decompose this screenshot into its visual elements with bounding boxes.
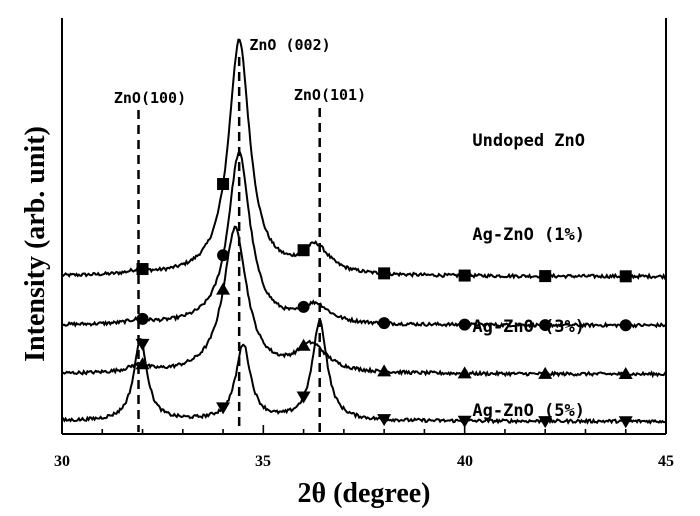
series-line-3	[61, 319, 667, 425]
series-line-0	[61, 38, 667, 281]
marker-triangle-up	[296, 338, 311, 351]
x-tick-label: 45	[658, 453, 674, 470]
peak-label-zno-101: ZnO(101)	[294, 86, 366, 104]
marker-triangle-down	[457, 415, 472, 428]
peak-labels: ZnO(100) ZnO (002) ZnO(101)	[114, 36, 366, 107]
marker-square	[136, 263, 149, 276]
marker-triangle-up	[618, 367, 633, 380]
marker-circle	[619, 319, 632, 332]
x-tick-labels: 30 35 40 45	[54, 453, 674, 470]
series-label-ag3: Ag-ZnO (3%)	[472, 317, 585, 337]
marker-circle	[297, 300, 310, 313]
plot-area	[61, 18, 667, 435]
x-tick-label: 35	[255, 453, 271, 470]
marker-circle	[378, 317, 391, 330]
marker-triangle-down	[216, 402, 231, 415]
marker-square	[217, 178, 230, 191]
series-labels: Undoped ZnO Ag-ZnO (1%) Ag-ZnO (3%) Ag-Z…	[472, 131, 585, 421]
marker-square	[378, 267, 391, 280]
x-axis-title: 2θ (degree)	[297, 478, 430, 509]
marker-square	[539, 270, 552, 283]
series-label-ag5: Ag-ZnO (5%)	[472, 401, 585, 421]
marker-triangle-down	[538, 416, 553, 429]
peak-label-zno-002: ZnO (002)	[249, 36, 330, 54]
series-label-ag1: Ag-ZnO (1%)	[472, 225, 585, 245]
marker-triangle-up	[457, 366, 472, 379]
marker-triangle-down	[618, 416, 633, 429]
series-line-2	[61, 225, 667, 379]
series-label-undoped: Undoped ZnO	[472, 131, 585, 151]
marker-triangle-up	[216, 282, 231, 295]
series-line-1	[61, 149, 667, 329]
marker-triangle-down	[377, 414, 392, 427]
marker-circle	[458, 318, 471, 331]
marker-triangle-up	[377, 364, 392, 377]
marker-square	[619, 270, 632, 283]
marker-triangle-down	[135, 338, 150, 351]
marker-triangle-down	[296, 391, 311, 404]
marker-square	[297, 244, 310, 257]
x-tick-label: 40	[457, 453, 473, 470]
y-axis-title: Intensity (arb. unit)	[20, 126, 51, 362]
peak-label-zno-100: ZnO(100)	[114, 89, 186, 107]
x-tick-label: 30	[54, 453, 70, 470]
marker-circle	[217, 249, 230, 262]
marker-triangle-up	[538, 366, 553, 379]
marker-circle	[136, 312, 149, 325]
marker-square	[458, 269, 471, 282]
marker-circle	[539, 319, 552, 332]
